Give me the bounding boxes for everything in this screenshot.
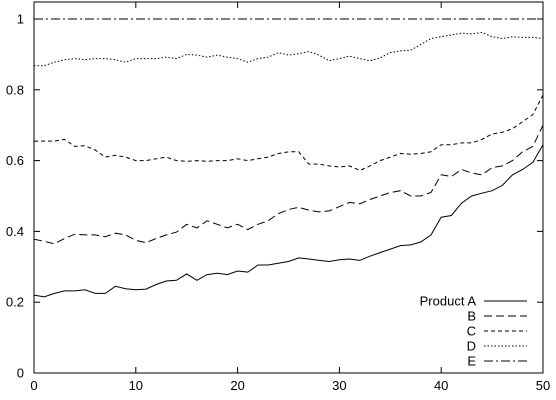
series-line-4 [34, 31, 544, 67]
y-tick-label: 1 [17, 12, 24, 27]
legend-label: E [467, 354, 476, 369]
legend-label: D [467, 339, 476, 354]
x-tick-label: 40 [434, 378, 448, 393]
legend-label: C [467, 324, 476, 339]
legend-label: Product A [420, 294, 477, 309]
y-tick-label: 0 [17, 366, 24, 381]
plot-frame [33, 1, 544, 374]
axis-tick-labels: 0 10 20 30 40 50 0 0.2 0.4 0.6 0.8 1 [6, 12, 550, 394]
series-lines [33, 18, 544, 298]
x-tick-label: 10 [129, 378, 143, 393]
x-tick-label: 0 [30, 378, 37, 393]
y-tick-label: 0.4 [6, 224, 24, 239]
x-tick-label: 20 [230, 378, 244, 393]
series-line-1 [33, 144, 544, 298]
y-tick-label: 0.8 [6, 82, 24, 97]
y-tick-label: 0.2 [6, 295, 24, 310]
series-line-2 [33, 124, 544, 245]
legend-label: B [467, 309, 476, 324]
x-tick-label: 50 [536, 378, 550, 393]
y-tick-label: 0.6 [6, 153, 24, 168]
x-tick-label: 30 [332, 378, 346, 393]
axis-ticks [33, 2, 544, 374]
series-line-3 [34, 94, 544, 172]
